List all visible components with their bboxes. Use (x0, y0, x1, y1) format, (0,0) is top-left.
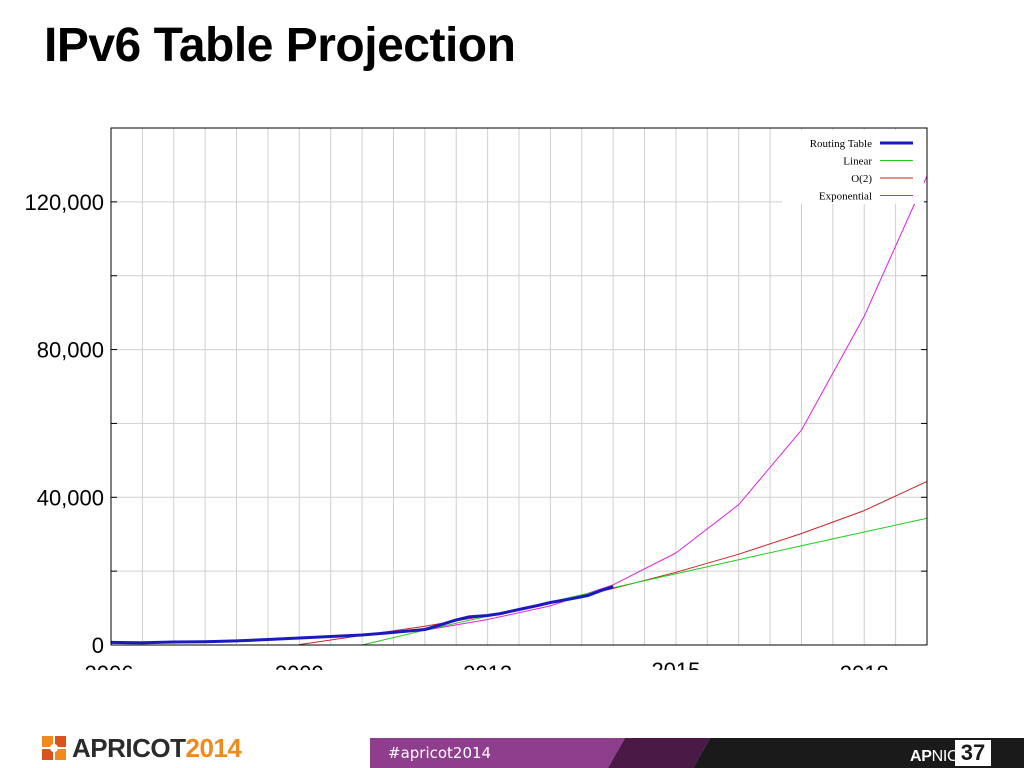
x-tick-label: 2012 (463, 661, 512, 670)
footer-band-purple (370, 738, 625, 768)
legend: Routing Table Linear O(2) Exponential (782, 130, 924, 204)
y-tick-label: 40,000 (37, 485, 104, 510)
x-tick-label: 2018 (840, 661, 889, 670)
x-tick-label: 2015 (651, 658, 700, 670)
footer-band (370, 738, 1024, 768)
series-line-o-2- (299, 480, 928, 646)
axis-tick-labels: 0 40,000 80,000 120,000 2006 2009 2012 2015 2018 (24, 190, 888, 670)
x-tick-label: 2006 (85, 661, 134, 670)
slide-title: IPv6 Table Projection (44, 19, 516, 72)
apnic-logo: APNIC (910, 748, 959, 766)
apricot-logo: APRICOT 2014 (42, 732, 242, 764)
series-line-linear (361, 517, 928, 646)
series-lines (110, 175, 928, 646)
apricot-flower-icon (42, 736, 66, 760)
legend-label: Exponential (819, 191, 872, 203)
y-tick-label: 80,000 (37, 338, 104, 363)
grid (111, 128, 927, 645)
apnic-meeting-number: 37 (955, 740, 991, 766)
conference-year: 2014 (185, 732, 242, 763)
footer-band-black (693, 738, 1024, 768)
legend-label: Linear (843, 156, 872, 168)
x-tick-label: 2009 (275, 661, 324, 670)
y-tick-label: 120,000 (24, 190, 104, 215)
apnic-suffix: NIC (931, 748, 959, 765)
y-tick-label: 0 (92, 633, 104, 658)
hashtag: #apricot2014 (388, 744, 492, 762)
conference-name: APRICOT (72, 732, 186, 763)
legend-label: Routing Table (810, 138, 872, 150)
legend-label: O(2) (851, 173, 872, 185)
apnic-prefix: AP (910, 748, 932, 765)
projection-chart: 0 40,000 80,000 120,000 2006 2009 2012 2015 2018… (24, 127, 928, 670)
series-line-routing-table (110, 585, 614, 645)
footer-band-dark-purple (608, 738, 710, 768)
plot-area-frame (110, 127, 928, 646)
